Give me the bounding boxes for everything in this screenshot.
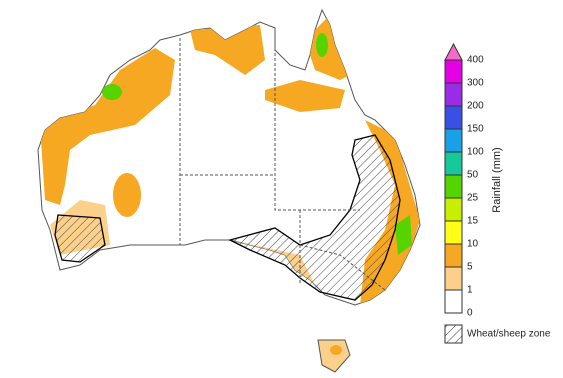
- legend-swatch: [444, 197, 463, 222]
- wheat-sheep-zone: [228, 134, 401, 301]
- legend-swatch: [444, 243, 463, 268]
- zone-swatch: [444, 324, 463, 344]
- legend-tick-label: 5: [467, 262, 473, 273]
- legend-title: Rainfall (mm): [491, 147, 503, 212]
- legend-swatch: [444, 220, 463, 245]
- legend-tick-label: 1: [467, 285, 473, 296]
- legend-tick-label: 100: [467, 147, 484, 158]
- wheat-sheep-zone: [54, 214, 106, 263]
- rain-area: [113, 173, 141, 217]
- legend-swatch: [444, 105, 463, 130]
- legend-tick-label: 150: [467, 124, 484, 135]
- zone-label: Wheat/sheep zone: [467, 329, 551, 340]
- legend-tick-label: 15: [467, 216, 479, 227]
- state-border: [274, 28, 360, 211]
- legend-tick-label: 10: [467, 239, 479, 250]
- rain-area: [316, 33, 328, 57]
- legend-arrow: [444, 42, 463, 61]
- map: [37, 8, 421, 373]
- tasmania: [317, 339, 351, 373]
- rain-area: [190, 25, 265, 75]
- legend-tick-label: 0: [467, 308, 473, 319]
- legend-swatch: [444, 289, 463, 314]
- legend-swatch: [444, 59, 463, 84]
- state-border: [299, 244, 386, 291]
- legend-swatch: [444, 174, 463, 199]
- rain-area: [330, 345, 342, 355]
- state-borders: [179, 28, 386, 291]
- rain-area: [265, 80, 345, 112]
- legend-swatch: [444, 128, 463, 153]
- rain-area: [40, 48, 175, 205]
- legend-swatch: [444, 266, 463, 291]
- legend-swatch: [444, 151, 463, 176]
- legend-tick-label: 200: [467, 101, 484, 112]
- rain-area: [102, 84, 122, 100]
- legend-tick-label: 400: [467, 55, 484, 66]
- legend-tick-label: 50: [467, 170, 479, 181]
- rain-area: [395, 215, 412, 255]
- legend-tick-label: 300: [467, 78, 484, 89]
- legend-swatch: [444, 82, 463, 107]
- legend-tick-label: 25: [467, 193, 479, 204]
